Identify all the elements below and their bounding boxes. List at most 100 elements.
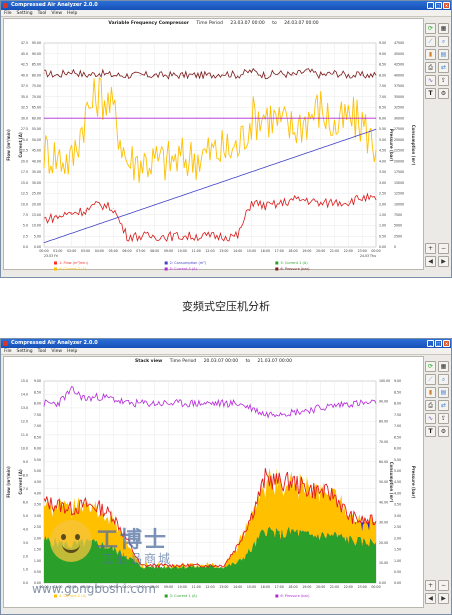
y-tick-label: 15000 xyxy=(394,181,404,185)
previous-button[interactable]: ◀ xyxy=(425,593,436,604)
y-tick-label: 20.00 xyxy=(379,541,388,545)
x-tick-label: 04:00 xyxy=(95,585,104,589)
close-button[interactable]: × xyxy=(443,340,450,347)
chart-panel[interactable]: Variable Frequency Compressor Time Perio… xyxy=(3,18,424,271)
x-tick-label: 20:00 xyxy=(316,249,325,253)
settings-tool-button[interactable]: ⚙ xyxy=(438,426,449,437)
previous-button[interactable]: ◀ xyxy=(425,256,436,267)
data-point xyxy=(237,235,239,237)
export-tool-button[interactable]: ⇪ xyxy=(438,413,449,424)
zoom-out-button[interactable]: − xyxy=(438,243,449,254)
export-tool-button[interactable]: ⇪ xyxy=(438,75,449,86)
y-tick-label: 12.0 xyxy=(21,420,28,424)
data-point xyxy=(71,70,73,72)
y-tick-label: 3.50 xyxy=(379,170,386,174)
next-button[interactable]: ▶ xyxy=(438,256,449,267)
table-tool-button[interactable]: ▦ xyxy=(438,361,449,372)
zoom-out-button[interactable]: − xyxy=(438,580,449,591)
table-tool-button[interactable]: ▦ xyxy=(438,23,449,34)
zoom-chart-tool-button[interactable]: ⌕ xyxy=(438,36,449,47)
time-period-label: Time Period xyxy=(169,359,197,364)
refresh-tool-button[interactable]: ⟳ xyxy=(425,23,436,34)
menu-view[interactable]: View xyxy=(51,349,63,354)
x-tick-label: 21:00 xyxy=(330,585,339,589)
settings-tool-button[interactable]: ⚙ xyxy=(438,88,449,99)
data-point xyxy=(292,157,294,159)
chart-type-tool-button[interactable]: ∿ xyxy=(425,413,436,424)
stack-chart-tool-button[interactable]: ▤ xyxy=(438,49,449,60)
zoom-in-button[interactable]: + xyxy=(425,580,436,591)
menu-view[interactable]: View xyxy=(51,11,63,16)
compare-tool-button[interactable]: ⇄ xyxy=(438,62,449,73)
y-tick-label: 40.00 xyxy=(379,500,388,504)
y-tick-label: 30.00 xyxy=(379,521,388,525)
legend-swatch xyxy=(54,261,57,265)
menu-setting[interactable]: Setting xyxy=(16,349,33,354)
text-tool-button[interactable]: T xyxy=(425,426,436,437)
y-tick-label: 7.00 xyxy=(394,424,401,428)
zoom-in-button[interactable]: + xyxy=(425,243,436,254)
legend-label: 6: Pressure (bar) xyxy=(280,267,310,271)
y-tick-label: 6.00 xyxy=(379,116,386,120)
menu-setting[interactable]: Setting xyxy=(16,11,33,16)
menu-tool[interactable]: Tool xyxy=(37,349,47,354)
stack-chart-icon: ▤ xyxy=(440,51,447,58)
series-line xyxy=(43,67,377,80)
data-point xyxy=(334,117,335,119)
y-tick-label: 37500 xyxy=(394,84,404,88)
data-point xyxy=(251,201,252,203)
menu-help[interactable]: Help xyxy=(67,349,78,354)
bar-chart-tool-button[interactable]: ▮ xyxy=(425,49,436,60)
bar-chart-tool-button[interactable]: ▮ xyxy=(425,387,436,398)
y-tick-label: 2.00 xyxy=(34,536,41,540)
series-line xyxy=(43,76,377,183)
data-point xyxy=(375,150,377,151)
y-tick-label: 4.0 xyxy=(23,527,28,531)
text-tool-button[interactable]: T xyxy=(425,88,436,99)
y-tick-label: 8.50 xyxy=(379,63,386,67)
next-button[interactable]: ▶ xyxy=(438,593,449,604)
x-tick-label: 10:00 xyxy=(178,585,187,589)
menu-file[interactable]: File xyxy=(4,349,12,354)
data-point xyxy=(57,156,59,158)
data-point xyxy=(98,223,100,225)
stack-chart-tool-button[interactable]: ▤ xyxy=(438,387,449,398)
maximize-button[interactable]: □ xyxy=(435,340,442,347)
y-axis-title: Pressure (bar) xyxy=(389,129,394,162)
chart-panel[interactable]: Stack view Time Period 20.03.07 00:00 to… xyxy=(3,356,424,608)
line-chart-tool-button[interactable]: ⟋ xyxy=(425,374,436,385)
y-axis-title: Pressure (bar) xyxy=(411,466,416,499)
line-chart-icon: ⟋ xyxy=(428,37,433,45)
data-point xyxy=(223,117,225,119)
y-tick-label: 15.0 xyxy=(21,379,28,383)
data-point xyxy=(237,147,239,149)
data-point xyxy=(209,117,211,119)
series-line xyxy=(43,192,377,243)
close-button[interactable]: × xyxy=(443,2,450,9)
line-chart-tool-button[interactable]: ⟋ xyxy=(425,36,436,47)
y-tick-label: 42.5 xyxy=(21,63,28,67)
zoom-chart-tool-button[interactable]: ⌕ xyxy=(438,374,449,385)
chart-type-tool-button[interactable]: ∿ xyxy=(425,75,436,86)
refresh-tool-button[interactable]: ⟳ xyxy=(425,361,436,372)
y-tick-label: 3.50 xyxy=(394,503,401,507)
menu-tool[interactable]: Tool xyxy=(37,11,47,16)
chart-header: Stack view Time Period 20.03.07 00:00 to… xyxy=(4,359,423,364)
maximize-button[interactable]: □ xyxy=(435,2,442,9)
x-tick-label: 00:00 xyxy=(371,585,380,589)
print-tool-button[interactable]: ⎙ xyxy=(425,62,436,73)
compare-tool-button[interactable]: ⇄ xyxy=(438,400,449,411)
y-axis-title: Consumption (m³) xyxy=(411,125,416,166)
print-tool-button[interactable]: ⎙ xyxy=(425,400,436,411)
minimize-button[interactable]: _ xyxy=(427,340,434,347)
y-tick-label: 9.0 xyxy=(23,460,28,464)
y-tick-label: 0.00 xyxy=(379,581,386,585)
menu-help[interactable]: Help xyxy=(67,11,78,16)
data-point xyxy=(85,113,86,115)
y-tick-label: 7.00 xyxy=(379,95,386,99)
data-point xyxy=(43,117,45,119)
minimize-button[interactable]: _ xyxy=(427,2,434,9)
x-tick-label: 13:00 xyxy=(219,585,228,589)
menu-file[interactable]: File xyxy=(4,11,12,16)
y-tick-label: 6.50 xyxy=(379,106,386,110)
